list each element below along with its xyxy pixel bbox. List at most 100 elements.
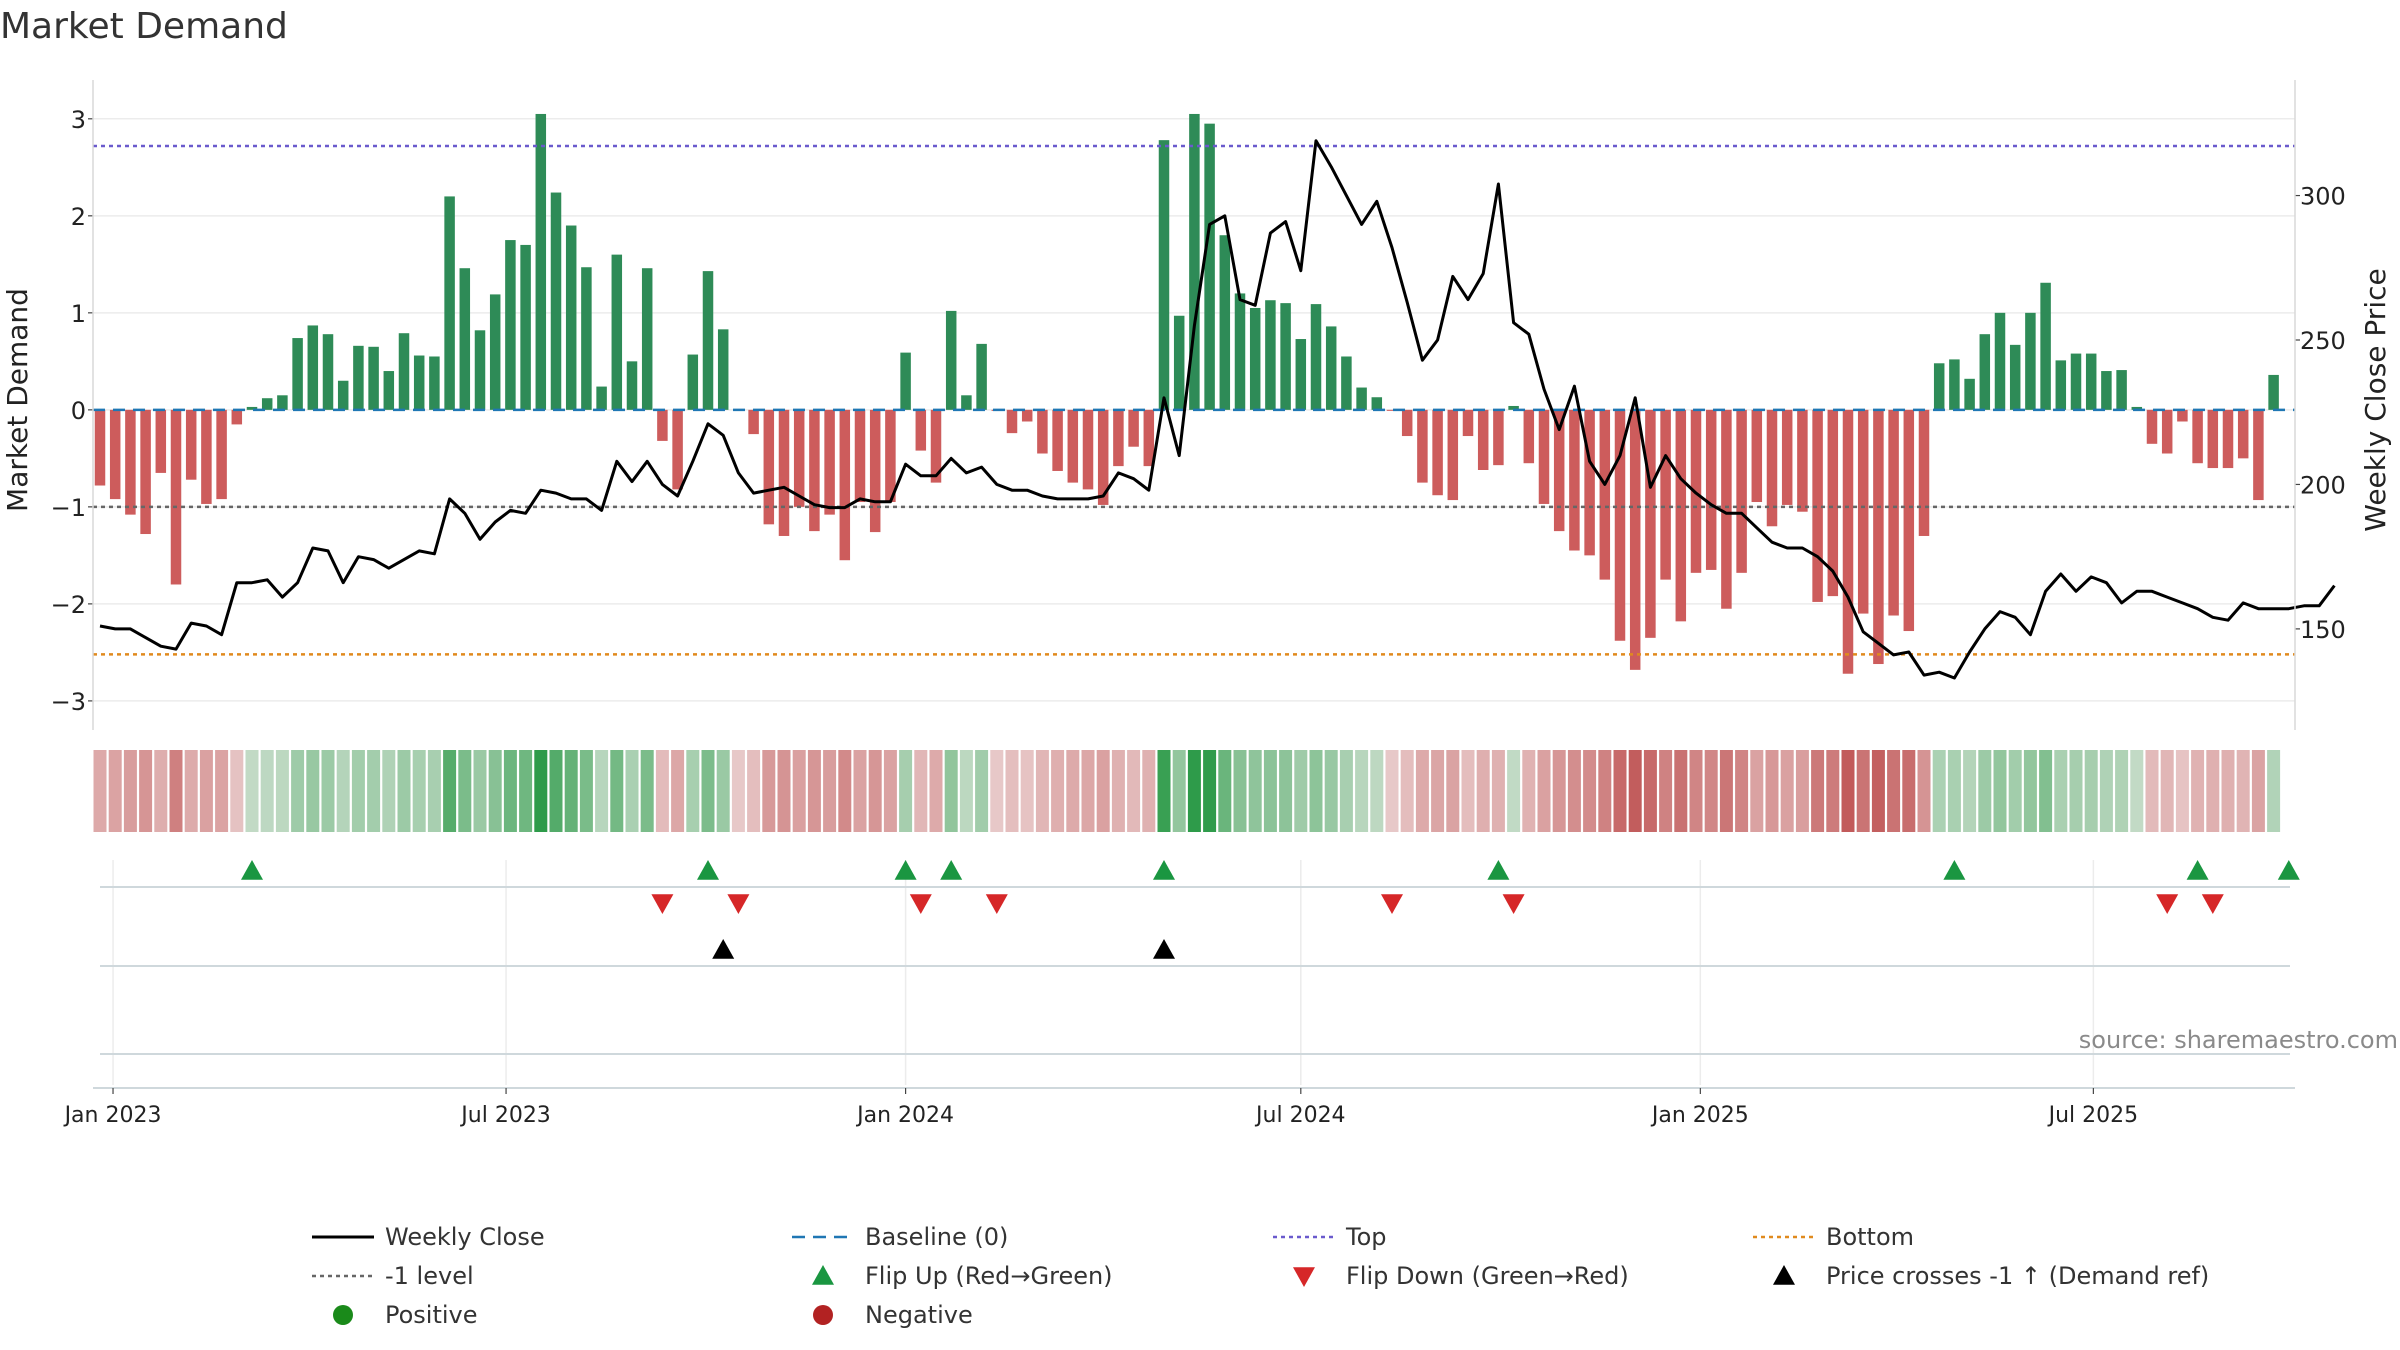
heat-cell xyxy=(519,750,533,832)
demand-bar xyxy=(277,395,288,410)
demand-bar xyxy=(201,409,212,504)
demand-bar xyxy=(1933,363,1945,410)
demand-bar xyxy=(383,371,395,410)
heat-cell xyxy=(2191,750,2205,832)
demand-bar xyxy=(1721,409,1732,609)
demand-bar xyxy=(1204,123,1215,410)
heat-cell xyxy=(108,750,122,832)
y-right-tick-label: 200 xyxy=(2300,471,2346,499)
heat-cell xyxy=(838,750,852,832)
demand-bar xyxy=(170,409,182,585)
heat-cell xyxy=(975,750,989,832)
demand-bar xyxy=(1462,409,1474,437)
demand-bar xyxy=(1447,409,1459,501)
demand-bar xyxy=(1493,409,1504,466)
heat-cell xyxy=(458,750,472,832)
heat-cell xyxy=(944,750,958,832)
heat-cell xyxy=(1461,750,1475,832)
heat-cell xyxy=(792,750,806,832)
price-series xyxy=(99,139,2336,680)
y-left-tick-label: −1 xyxy=(51,494,86,522)
legend-item: Top xyxy=(1273,1223,1387,1251)
demand-bar xyxy=(185,409,197,480)
demand-bar xyxy=(854,409,866,503)
demand-bar xyxy=(641,268,653,410)
heat-cell xyxy=(1339,750,1353,832)
demand-bar xyxy=(611,254,623,410)
demand-bar xyxy=(1797,409,1808,512)
heat-cell xyxy=(899,750,913,832)
heat-cell xyxy=(1674,750,1688,832)
demand-bar xyxy=(1842,409,1854,674)
heat-cell xyxy=(1583,750,1597,832)
demand-bar xyxy=(1827,409,1839,597)
heat-cell xyxy=(351,750,365,832)
demand-bar xyxy=(2222,409,2234,469)
legend-item: Baseline (0) xyxy=(792,1223,1008,1251)
x-tick-label: Jan 2024 xyxy=(855,1103,954,1128)
demand-bar xyxy=(1341,356,1352,410)
heat-cell xyxy=(1537,750,1551,832)
heat-cell xyxy=(2145,750,2159,832)
y-left-tick-label: 0 xyxy=(71,397,86,425)
heat-cell xyxy=(686,750,700,832)
flip-up-marker xyxy=(940,860,963,880)
demand-bar xyxy=(2192,409,2203,464)
event-markers xyxy=(241,860,2300,959)
heat-cell xyxy=(154,750,168,832)
heat-cell xyxy=(2115,750,2129,832)
legend-item: Flip Up (Red→Green) xyxy=(812,1262,1113,1290)
heat-cell xyxy=(382,750,396,832)
demand-bar xyxy=(2116,370,2127,410)
heat-cell xyxy=(2160,750,2174,832)
heat-cell xyxy=(245,750,259,832)
heat-cell xyxy=(1415,750,1429,832)
demand-bar xyxy=(489,294,501,410)
heat-cell xyxy=(2084,750,2098,832)
demand-bar xyxy=(322,334,334,410)
heat-cell xyxy=(321,750,335,832)
flip-down-marker xyxy=(727,894,750,914)
heat-cell xyxy=(929,750,943,832)
heat-cell xyxy=(1811,750,1825,832)
heat-cell xyxy=(1446,750,1460,832)
heat-cell xyxy=(1856,750,1870,832)
heat-cell xyxy=(1081,750,1095,832)
demand-bar xyxy=(1979,334,1991,410)
demand-bar xyxy=(1918,409,1930,536)
heat-cell xyxy=(488,750,502,832)
heat-cell xyxy=(2130,750,2144,832)
demand-bar xyxy=(687,354,699,410)
legend: Weekly Close Baseline (0) Top Bottom -1 leve… xyxy=(312,1223,2209,1329)
demand-bar xyxy=(763,409,775,525)
demand-bar xyxy=(1645,409,1656,638)
heat-cell xyxy=(1932,750,1946,832)
demand-bar xyxy=(596,386,607,410)
heat-cell xyxy=(1552,750,1566,832)
y-left-tick-label: −3 xyxy=(51,688,86,716)
heat-cell xyxy=(868,750,882,832)
legend-item: Positive xyxy=(333,1301,478,1329)
demand-bar xyxy=(1249,307,1261,410)
flip-down-marker xyxy=(909,894,932,914)
heat-cell xyxy=(275,750,289,832)
heat-cell xyxy=(336,750,350,832)
demand-bar xyxy=(945,310,957,410)
demand-bar xyxy=(459,268,471,410)
heat-cell xyxy=(671,750,685,832)
heat-cell xyxy=(306,750,320,832)
legend-item: -1 level xyxy=(312,1262,474,1290)
heat-cell xyxy=(199,750,213,832)
legend-label: Negative xyxy=(865,1301,973,1329)
demand-bar xyxy=(2161,409,2173,454)
flip-up-marker xyxy=(2186,860,2209,880)
price-cross-marker xyxy=(1153,939,1175,959)
heat-cell xyxy=(747,750,761,832)
demand-bar xyxy=(2146,409,2158,444)
demand-bar xyxy=(717,329,729,410)
heat-cell xyxy=(610,750,624,832)
demand-bar xyxy=(565,225,577,410)
heat-cell xyxy=(1385,750,1399,832)
demand-bar xyxy=(626,361,638,410)
heat-cell xyxy=(473,750,487,832)
